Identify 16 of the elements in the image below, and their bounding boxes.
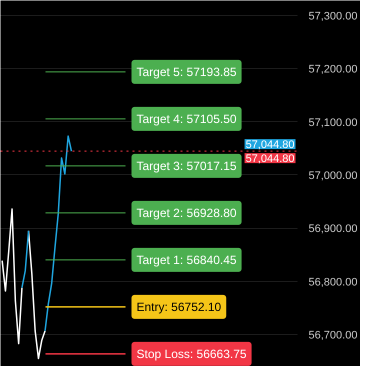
y-tick-label: 56,900.00 — [308, 223, 358, 236]
ref-line-label: Target 2: 56928.80 — [136, 206, 237, 220]
y-tick-label: 57,300.00 — [308, 10, 358, 22]
y-tick-label: 56,800.00 — [308, 276, 358, 288]
y-tick-label: 57,000.00 — [308, 170, 358, 182]
ref-line-label: Target 5: 57193.85 — [136, 64, 237, 79]
ref-line-label: Target 1: 56840.45 — [136, 252, 237, 267]
ref-line-label: 57,044.80 — [246, 153, 294, 166]
ref-line-label: Entry: 56752.10 — [136, 300, 222, 314]
ref-line-label: Target 3: 57017.15 — [136, 158, 237, 173]
annotation: 57,044.80 — [246, 139, 294, 152]
ref-line-label: Target 4: 57105.50 — [136, 112, 237, 126]
y-tick-label: 57,200.00 — [308, 64, 358, 76]
y-tick-label: 56,700.00 — [308, 330, 358, 342]
ref-line-label: Stop Loss: 56663.75 — [136, 346, 247, 361]
y-tick-label: 57,100.00 — [308, 116, 358, 129]
